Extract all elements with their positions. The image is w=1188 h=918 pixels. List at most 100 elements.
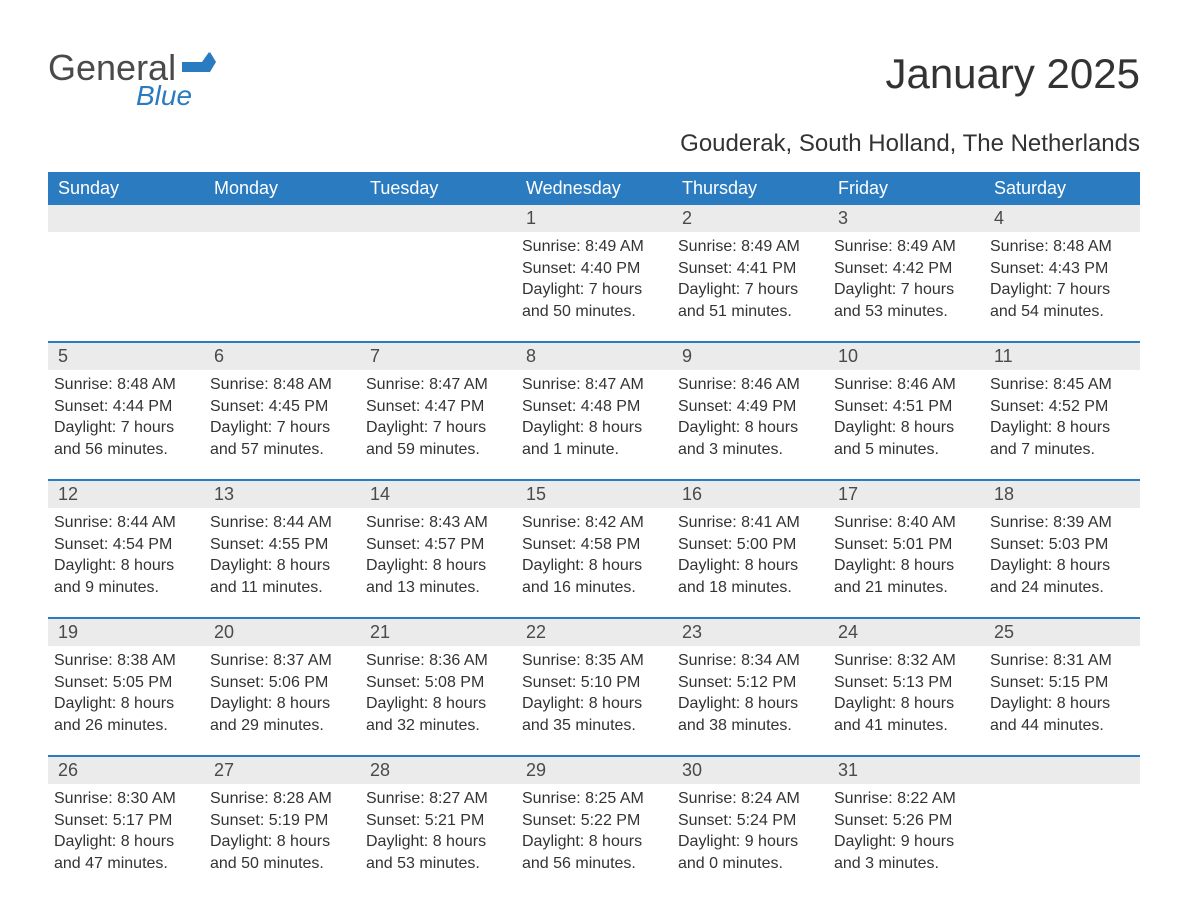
daylight-text: Daylight: 7 hours and 54 minutes. [990,279,1130,322]
daylight-text: Daylight: 8 hours and 53 minutes. [366,831,506,874]
cell-body: Sunrise: 8:46 AMSunset: 4:51 PMDaylight:… [828,370,984,470]
day-number [984,757,1140,784]
sunrise-text: Sunrise: 8:35 AM [522,650,662,672]
calendar-cell: 21Sunrise: 8:36 AMSunset: 5:08 PMDayligh… [360,619,516,747]
sunrise-text: Sunrise: 8:46 AM [678,374,818,396]
day-header-mon: Monday [204,172,360,205]
day-number [360,205,516,232]
calendar-cell: 1Sunrise: 8:49 AMSunset: 4:40 PMDaylight… [516,205,672,333]
cell-body: Sunrise: 8:30 AMSunset: 5:17 PMDaylight:… [48,784,204,884]
week-spacer [48,747,1140,755]
logo-arrow-icon [182,50,216,77]
day-number: 3 [828,205,984,232]
day-number [204,205,360,232]
cell-body: Sunrise: 8:32 AMSunset: 5:13 PMDaylight:… [828,646,984,746]
daylight-text: Daylight: 8 hours and 18 minutes. [678,555,818,598]
daylight-text: Daylight: 8 hours and 1 minute. [522,417,662,460]
daylight-text: Daylight: 9 hours and 3 minutes. [834,831,974,874]
calendar-cell: 17Sunrise: 8:40 AMSunset: 5:01 PMDayligh… [828,481,984,609]
calendar-cell: 23Sunrise: 8:34 AMSunset: 5:12 PMDayligh… [672,619,828,747]
daylight-text: Daylight: 8 hours and 16 minutes. [522,555,662,598]
sunset-text: Sunset: 4:58 PM [522,534,662,556]
cell-body: Sunrise: 8:31 AMSunset: 5:15 PMDaylight:… [984,646,1140,746]
week-row: 26Sunrise: 8:30 AMSunset: 5:17 PMDayligh… [48,755,1140,885]
sunrise-text: Sunrise: 8:31 AM [990,650,1130,672]
calendar-cell: 31Sunrise: 8:22 AMSunset: 5:26 PMDayligh… [828,757,984,885]
day-header-tue: Tuesday [360,172,516,205]
day-number: 17 [828,481,984,508]
cell-body: Sunrise: 8:43 AMSunset: 4:57 PMDaylight:… [360,508,516,608]
calendar-cell: 24Sunrise: 8:32 AMSunset: 5:13 PMDayligh… [828,619,984,747]
weeks-container: 1Sunrise: 8:49 AMSunset: 4:40 PMDaylight… [48,205,1140,885]
sunset-text: Sunset: 5:03 PM [990,534,1130,556]
sunrise-text: Sunrise: 8:49 AM [522,236,662,258]
daylight-text: Daylight: 8 hours and 38 minutes. [678,693,818,736]
calendar-cell: 2Sunrise: 8:49 AMSunset: 4:41 PMDaylight… [672,205,828,333]
cell-body: Sunrise: 8:25 AMSunset: 5:22 PMDaylight:… [516,784,672,884]
sunset-text: Sunset: 5:08 PM [366,672,506,694]
sunset-text: Sunset: 4:48 PM [522,396,662,418]
week-spacer [48,471,1140,479]
calendar-cell: 29Sunrise: 8:25 AMSunset: 5:22 PMDayligh… [516,757,672,885]
sunrise-text: Sunrise: 8:28 AM [210,788,350,810]
cell-body: Sunrise: 8:27 AMSunset: 5:21 PMDaylight:… [360,784,516,884]
cell-body: Sunrise: 8:49 AMSunset: 4:42 PMDaylight:… [828,232,984,332]
sunrise-text: Sunrise: 8:44 AM [210,512,350,534]
week-row: 5Sunrise: 8:48 AMSunset: 4:44 PMDaylight… [48,341,1140,471]
sunset-text: Sunset: 4:51 PM [834,396,974,418]
sunset-text: Sunset: 5:17 PM [54,810,194,832]
calendar-cell: 22Sunrise: 8:35 AMSunset: 5:10 PMDayligh… [516,619,672,747]
sunset-text: Sunset: 4:55 PM [210,534,350,556]
cell-body: Sunrise: 8:47 AMSunset: 4:48 PMDaylight:… [516,370,672,470]
sunset-text: Sunset: 4:41 PM [678,258,818,280]
week-row: 12Sunrise: 8:44 AMSunset: 4:54 PMDayligh… [48,479,1140,609]
sunrise-text: Sunrise: 8:46 AM [834,374,974,396]
daylight-text: Daylight: 8 hours and 21 minutes. [834,555,974,598]
sunset-text: Sunset: 5:13 PM [834,672,974,694]
calendar-cell: 14Sunrise: 8:43 AMSunset: 4:57 PMDayligh… [360,481,516,609]
day-number: 13 [204,481,360,508]
day-header-row: Sunday Monday Tuesday Wednesday Thursday… [48,172,1140,205]
sunrise-text: Sunrise: 8:32 AM [834,650,974,672]
sunrise-text: Sunrise: 8:47 AM [366,374,506,396]
sunset-text: Sunset: 5:19 PM [210,810,350,832]
day-number: 9 [672,343,828,370]
day-number: 23 [672,619,828,646]
day-header-sat: Saturday [984,172,1140,205]
day-number: 22 [516,619,672,646]
logo-text-blue: Blue [136,80,216,112]
day-number: 31 [828,757,984,784]
cell-body: Sunrise: 8:41 AMSunset: 5:00 PMDaylight:… [672,508,828,608]
location-text: Gouderak, South Holland, The Netherlands [48,130,1140,158]
calendar-cell: 7Sunrise: 8:47 AMSunset: 4:47 PMDaylight… [360,343,516,471]
daylight-text: Daylight: 8 hours and 56 minutes. [522,831,662,874]
sunset-text: Sunset: 4:40 PM [522,258,662,280]
sunset-text: Sunset: 5:22 PM [522,810,662,832]
sunrise-text: Sunrise: 8:44 AM [54,512,194,534]
cell-body: Sunrise: 8:49 AMSunset: 4:41 PMDaylight:… [672,232,828,332]
day-number: 29 [516,757,672,784]
sunset-text: Sunset: 4:44 PM [54,396,194,418]
sunrise-text: Sunrise: 8:27 AM [366,788,506,810]
calendar-cell: 10Sunrise: 8:46 AMSunset: 4:51 PMDayligh… [828,343,984,471]
sunset-text: Sunset: 5:05 PM [54,672,194,694]
sunrise-text: Sunrise: 8:49 AM [834,236,974,258]
day-number: 6 [204,343,360,370]
sunrise-text: Sunrise: 8:38 AM [54,650,194,672]
daylight-text: Daylight: 8 hours and 7 minutes. [990,417,1130,460]
cell-body: Sunrise: 8:28 AMSunset: 5:19 PMDaylight:… [204,784,360,884]
calendar-cell [360,205,516,333]
calendar-cell: 30Sunrise: 8:24 AMSunset: 5:24 PMDayligh… [672,757,828,885]
daylight-text: Daylight: 7 hours and 56 minutes. [54,417,194,460]
day-number: 5 [48,343,204,370]
sunrise-text: Sunrise: 8:40 AM [834,512,974,534]
sunset-text: Sunset: 5:10 PM [522,672,662,694]
sunset-text: Sunset: 5:24 PM [678,810,818,832]
sunrise-text: Sunrise: 8:36 AM [366,650,506,672]
calendar-cell [984,757,1140,885]
cell-body: Sunrise: 8:22 AMSunset: 5:26 PMDaylight:… [828,784,984,884]
day-header-thu: Thursday [672,172,828,205]
day-number: 27 [204,757,360,784]
daylight-text: Daylight: 8 hours and 3 minutes. [678,417,818,460]
calendar-cell: 16Sunrise: 8:41 AMSunset: 5:00 PMDayligh… [672,481,828,609]
